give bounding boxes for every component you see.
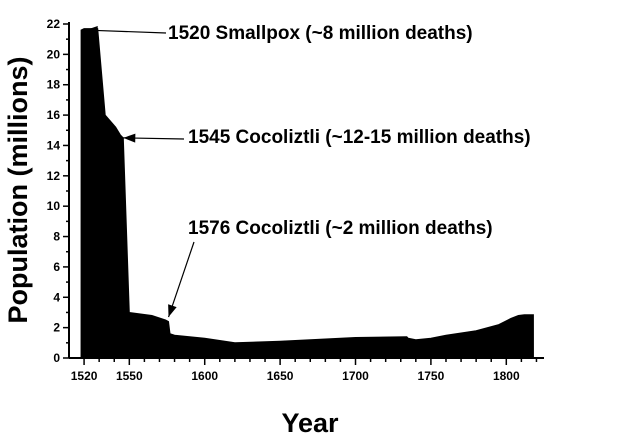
- annotation-arrowhead: [85, 26, 98, 36]
- y-tick-label: 18: [47, 78, 61, 92]
- axes: 0 2 4 6 8 10 12 14 16 18 20 22 1520 1550 1600 1650 1700 1…: [47, 17, 544, 383]
- x-tick-label: 1700: [342, 369, 369, 383]
- x-axis-title: Year: [281, 408, 339, 438]
- annotation-label: 1545 Cocoliztli (~12-15 million deaths): [188, 127, 531, 148]
- annotation-arrowhead: [168, 304, 177, 318]
- annotation-label: 1520 Smallpox (~8 million deaths): [168, 23, 473, 44]
- y-tick-label: 0: [53, 351, 60, 365]
- y-tick-label: 20: [47, 47, 61, 61]
- y-tick-label: 6: [53, 260, 60, 274]
- annotations: 1520 Smallpox (~8 million deaths) 1545 Co…: [85, 23, 531, 318]
- x-tick-label: 1650: [267, 369, 294, 383]
- y-tick-label: 14: [47, 138, 61, 152]
- y-tick-label: 22: [47, 17, 61, 31]
- annotation-arrowhead: [123, 133, 136, 143]
- y-tick-label: 2: [53, 321, 60, 335]
- y-tick-label: 4: [53, 290, 60, 304]
- y-tick-label: 12: [47, 169, 61, 183]
- annotation-label: 1576 Cocoliztli (~2 million deaths): [188, 218, 493, 239]
- y-axis-title: Population (millions): [3, 57, 33, 324]
- y-tick-label: 10: [47, 199, 61, 213]
- annotation-arrow-line: [85, 29, 167, 34]
- x-tick-label: 1520: [71, 369, 98, 383]
- x-tick-label: 1750: [418, 369, 445, 383]
- population-area: [80, 28, 534, 359]
- x-tick-label: 1600: [191, 369, 218, 383]
- x-tick-label: 1800: [493, 369, 520, 383]
- y-tick-label: 16: [47, 108, 61, 122]
- annotation-arrow-line: [167, 241, 195, 318]
- x-tick-label: 1550: [116, 369, 143, 383]
- y-tick-label: 8: [53, 230, 60, 244]
